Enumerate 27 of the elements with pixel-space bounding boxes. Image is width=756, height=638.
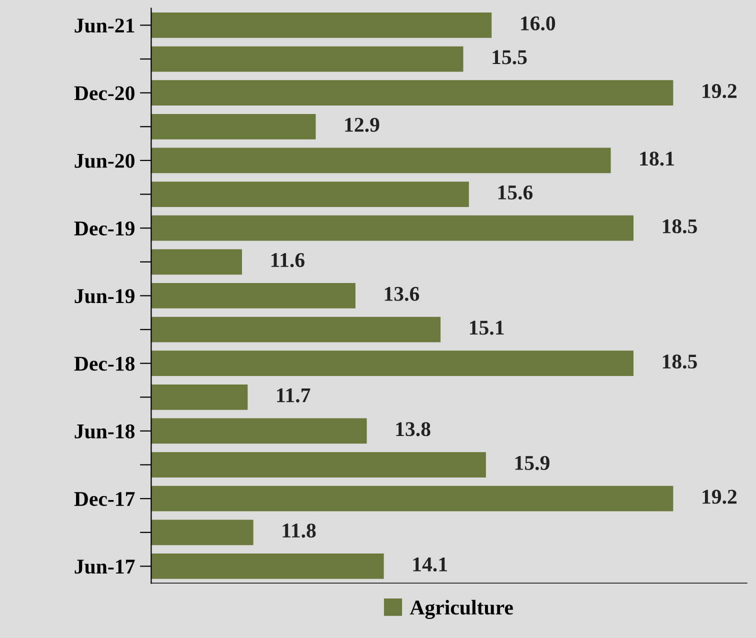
data-label: 18.5	[662, 354, 697, 369]
data-label: 19.2	[702, 490, 737, 504]
data-label: 18.5	[662, 219, 697, 234]
data-label: 15.6	[498, 185, 533, 200]
data-label: 14.1	[413, 557, 447, 572]
y-tick-label: Dec-19	[74, 222, 134, 236]
data-label: 11.8	[282, 524, 316, 538]
data-label: 12.9	[345, 118, 380, 132]
data-label: 13.6	[384, 286, 420, 302]
y-tick-label: Dec-17	[74, 492, 135, 506]
data-label: 18.1	[640, 152, 674, 166]
data-label: 15.5	[492, 50, 527, 64]
y-tick-label: Jun-20	[74, 154, 134, 168]
y-tick-label: Jun-21	[74, 18, 134, 33]
y-tick-label: Dec-18	[74, 356, 135, 371]
data-label: 13.8	[396, 422, 430, 436]
legend-label: Agriculture	[410, 600, 513, 619]
data-label: 11.6	[271, 253, 304, 268]
y-tick-label: Jun-19	[74, 289, 134, 304]
y-tick-label: Jun-18	[74, 424, 135, 438]
y-tick-label: Dec-20	[74, 86, 134, 100]
data-label: 19.2	[702, 84, 737, 98]
data-label: 15.1	[470, 320, 504, 335]
data-label: 16.0	[521, 16, 556, 31]
y-tick-label: Jun-17	[74, 560, 135, 574]
data-label: 15.9	[515, 456, 550, 470]
data-label: 11.7	[277, 388, 310, 402]
